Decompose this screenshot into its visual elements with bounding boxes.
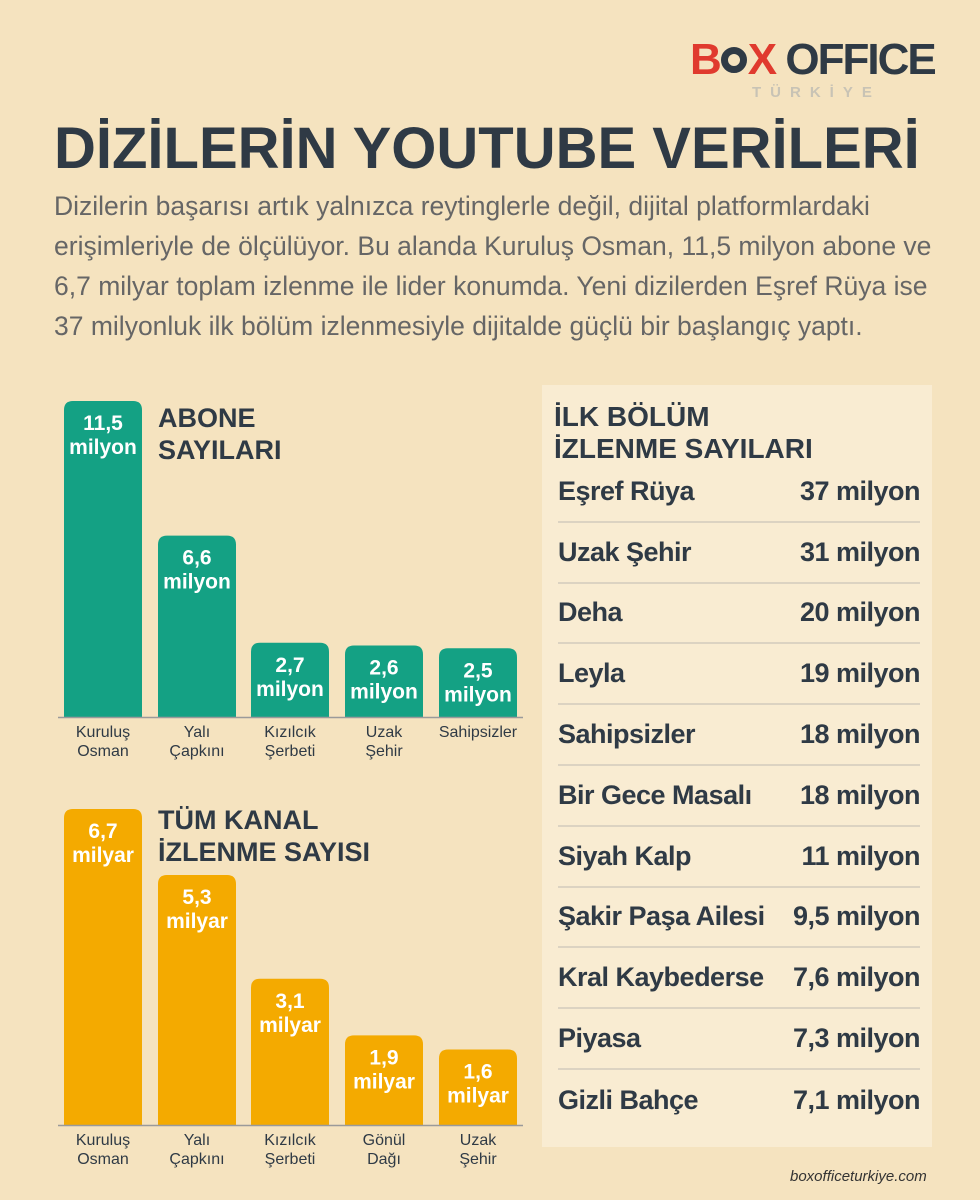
subscribers-bar-2 (251, 642, 329, 717)
subscribers-title-line-1: ABONE (158, 403, 256, 433)
row-view-count: 20 milyon (799, 597, 921, 628)
row-series-name: Gizli Bahçe (558, 1084, 699, 1115)
subscribers-data-label-3: 2,6 milyon (350, 657, 418, 704)
first-episode-title: İLK BÖLÜM İZLENME SAYILARI (554, 401, 813, 465)
footer-url: boxofficeturkiye.com (790, 1168, 927, 1185)
subscribers-category-label-1: Yalı Çapkını (169, 724, 224, 760)
views-category-label-2: Kızılcık Şerbeti (264, 1132, 317, 1168)
table-row: Siyah Kalp 11 milyon (558, 827, 920, 888)
views-data-label-1: 5,3 milyar (166, 886, 228, 933)
row-view-count: 7,1 milyon (792, 1084, 921, 1115)
views-bar-2 (251, 978, 329, 1125)
views-title-line-1: TÜM KANAL (158, 805, 319, 835)
row-series-name: Bir Gece Masalı (558, 779, 752, 810)
views-data-label-4: 1,6 milyar (447, 1061, 509, 1108)
subscribers-bar-4 (439, 648, 517, 717)
row-view-count: 18 milyon (799, 719, 921, 750)
views-bar-chart: 6,7 milyar Kuruluş Osman 5,3 milyar Yalı Çapkın… (58, 809, 523, 1168)
subscribers-data-label-2: 2,7 milyon (256, 654, 324, 701)
row-series-name: Uzak Şehir (558, 536, 692, 567)
views-category-label-4: Uzak Şehir (459, 1132, 497, 1168)
first-episode-title-line-2: İZLENME SAYILARI (554, 433, 813, 464)
row-series-name: Piyasa (558, 1023, 641, 1054)
subscribers-category-label-4: Sahipsizler (439, 724, 518, 741)
table-row: Leyla 19 milyon (558, 644, 921, 706)
first-episode-table: Eşref Rüya 37 milyon Uzak Şehir 31 milyon De… (558, 462, 921, 1131)
page-subtitle: Dizilerin başarısı artık yalnızca reytin… (54, 191, 932, 341)
row-view-count: 11 milyon (801, 840, 920, 871)
views-bar-3 (345, 1035, 423, 1125)
views-chart-title: TÜM KANAL İZLENME SAYISI (158, 804, 418, 868)
row-view-count: 7,3 milyon (792, 1023, 921, 1054)
subscribers-bar-0 (64, 401, 142, 717)
row-series-name: Sahipsizler (558, 719, 696, 750)
views-bar-4 (439, 1049, 517, 1125)
views-data-label-3: 1,9 milyar (353, 1046, 415, 1093)
table-row: Piyasa 7,3 milyon (558, 1009, 921, 1070)
subscribers-data-label-4: 2,5 milyon (444, 659, 512, 706)
first-episode-title-line-1: İLK BÖLÜM (554, 401, 710, 432)
row-view-count: 19 milyon (799, 658, 921, 689)
views-data-label-2: 3,1 milyar (259, 990, 321, 1037)
row-view-count: 18 milyon (799, 779, 921, 810)
table-row: Deha 20 milyon (558, 584, 921, 645)
table-row: Kral Kaybederse 7,6 milyon (558, 948, 921, 1010)
views-data-label-0: 6,7 milyar (72, 820, 134, 867)
subscribers-category-label-0: Kuruluş Osman (76, 724, 130, 760)
logo-subtitle: TÜRKİYE (752, 84, 881, 101)
subscribers-title-line-2: SAYILARI (158, 435, 282, 465)
subscribers-bar-1 (158, 535, 236, 717)
views-category-label-1: Yalı Çapkını (169, 1132, 224, 1168)
subscribers-category-label-2: Kızılcık Şerbeti (264, 724, 317, 760)
first-episode-panel: İLK BÖLÜM İZLENME SAYILARI Eşref Rüya 37 … (542, 385, 932, 1147)
row-series-name: Eşref Rüya (558, 475, 695, 506)
views-bar-1 (158, 875, 236, 1125)
subscribers-category-label-3: Uzak Şehir (365, 724, 403, 760)
table-row: Uzak Şehir 31 milyon (558, 523, 921, 584)
row-view-count: 9,5 milyon (792, 901, 921, 932)
table-row: Eşref Rüya 37 milyon (558, 462, 921, 523)
table-row: Sahipsizler 18 milyon (558, 705, 921, 766)
row-view-count: 7,6 milyon (792, 962, 921, 993)
row-series-name: Leyla (558, 658, 625, 689)
subscribers-bar-chart: 11,5 milyon Kuruluş Osman 6,6 milyon Yalı Çapkı… (58, 401, 523, 760)
row-series-name: Şakir Paşa Ailesi (558, 901, 765, 932)
subscribers-chart-title: ABONE SAYILARI (158, 402, 418, 466)
logo-o-ring-icon (720, 47, 747, 73)
views-title-line-2: İZLENME SAYISI (158, 837, 371, 867)
subscribers-data-label-0: 11,5 milyon (69, 412, 137, 459)
views-bar-0 (64, 809, 142, 1125)
page-title: DİZİLERİN YOUTUBE VERİLERİ (54, 116, 920, 181)
row-series-name: Siyah Kalp (558, 840, 692, 871)
row-view-count: 37 milyon (799, 475, 921, 506)
row-view-count: 31 milyon (799, 536, 921, 567)
subscribers-bar-3 (345, 645, 423, 717)
logo-office-text: OFFICE (785, 35, 936, 84)
table-row: Bir Gece Masalı 18 milyon (558, 766, 921, 827)
logo-letter-x: X (747, 35, 777, 84)
logo-letter-b: B (690, 35, 722, 84)
subscribers-data-label-1: 6,6 milyon (163, 547, 231, 594)
row-series-name: Deha (558, 597, 623, 628)
table-row: Gizli Bahçe 7,1 milyon (558, 1070, 921, 1131)
views-category-label-0: Kuruluş Osman (76, 1132, 130, 1168)
table-row: Şakir Paşa Ailesi 9,5 milyon (558, 888, 921, 949)
row-series-name: Kral Kaybederse (558, 962, 764, 993)
views-category-label-3: Gönül Dağı (363, 1132, 406, 1168)
